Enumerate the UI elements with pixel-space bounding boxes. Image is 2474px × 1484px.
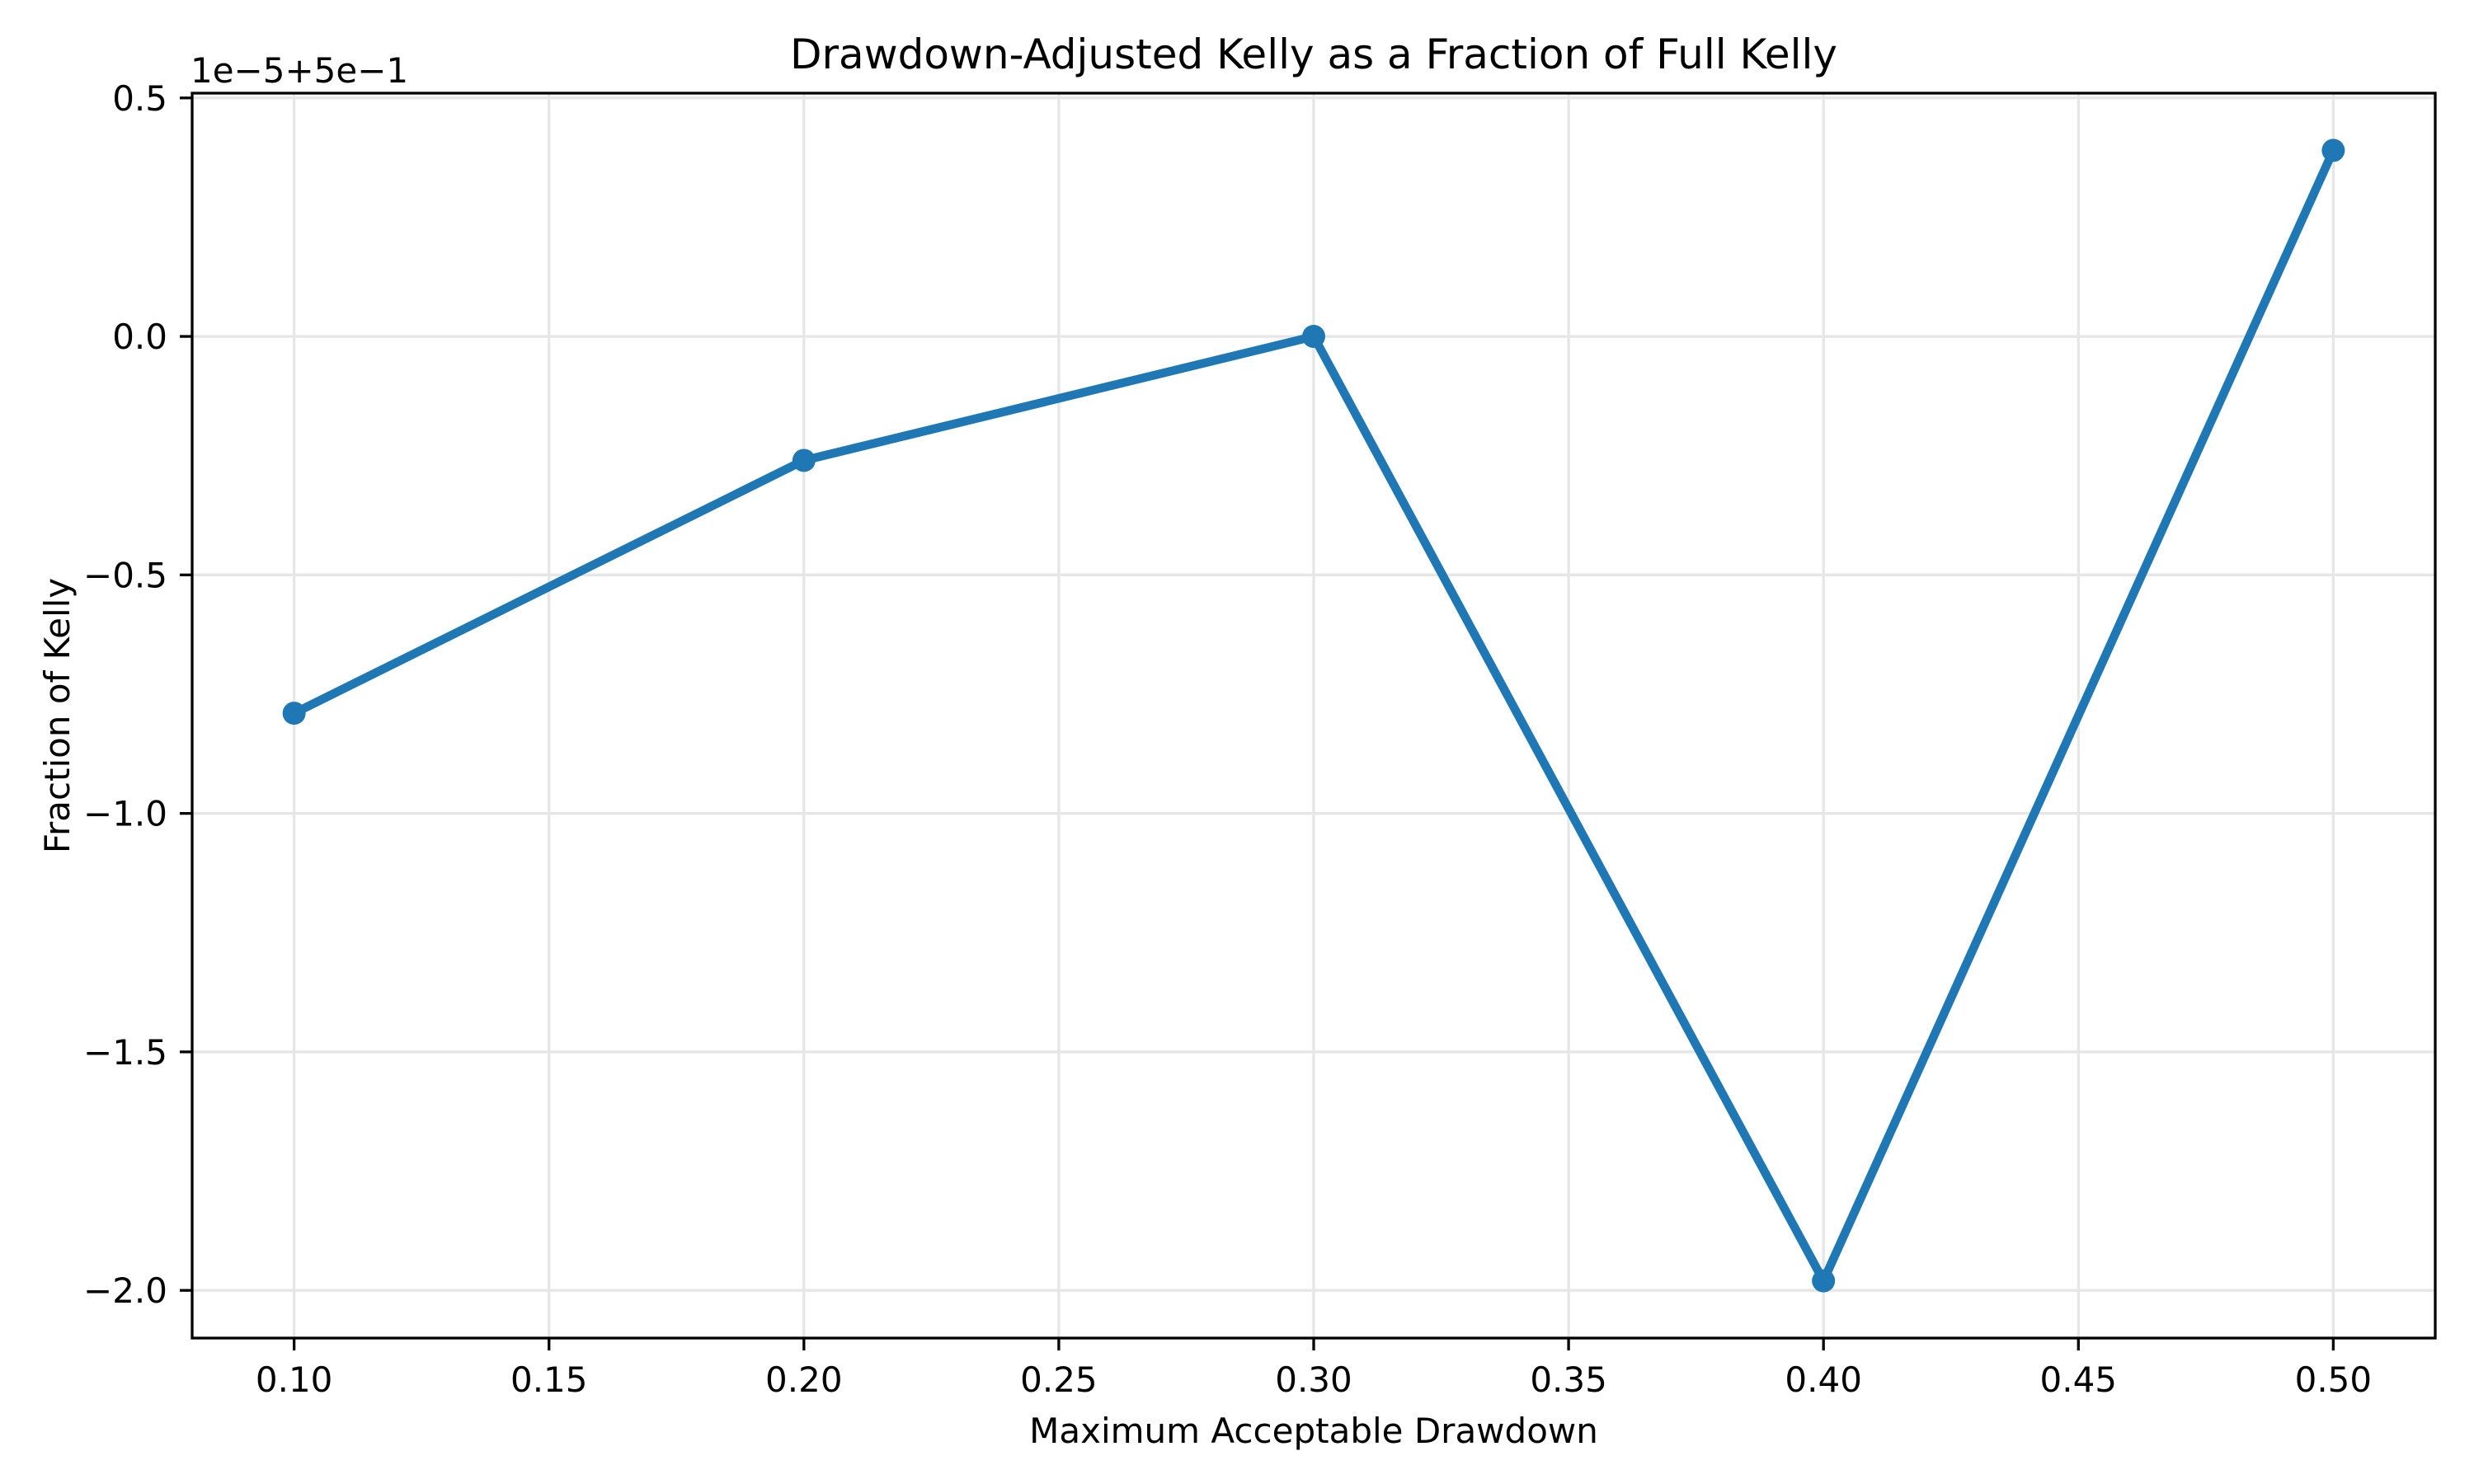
- data-point-marker: [282, 702, 306, 726]
- y-tick-label: −0.5: [83, 555, 167, 595]
- x-tick-label: 0.10: [256, 1360, 333, 1400]
- data-point-marker: [1302, 325, 1325, 349]
- data-layer: [282, 139, 2345, 1293]
- x-tick-label: 0.20: [765, 1360, 843, 1400]
- x-tick-label: 0.40: [1785, 1360, 1862, 1400]
- grid-layer: [192, 93, 2435, 1338]
- x-tick-label: 0.35: [1530, 1360, 1607, 1400]
- axes-layer: 0.10 0.15 0.20 0.25 0.30 0.35 0.40 0.45 0.50 0.5 0…: [83, 78, 2437, 1400]
- chart-title: Drawdown-Adjusted Kelly as a Fraction of…: [790, 31, 1837, 78]
- y-axis-offset-text: 1e−5+5e−1: [190, 50, 408, 91]
- y-tick-label: 0.0: [112, 317, 167, 357]
- x-tick-label: 0.25: [1020, 1360, 1098, 1400]
- x-tick-label: 0.45: [2040, 1360, 2118, 1400]
- data-point-marker: [2321, 139, 2345, 162]
- data-point-marker: [1812, 1269, 1836, 1293]
- y-axis-label: Fraction of Kelly: [37, 578, 78, 853]
- x-axis-label: Maximum Acceptable Drawdown: [1029, 1411, 1598, 1451]
- y-tick-label: 0.5: [112, 78, 167, 119]
- y-tick-label: −1.5: [83, 1032, 167, 1073]
- x-tick-label: 0.15: [510, 1360, 588, 1400]
- x-tick-label: 0.30: [1275, 1360, 1352, 1400]
- y-tick-label: −2.0: [83, 1270, 167, 1311]
- data-point-marker: [792, 448, 816, 472]
- x-tick-label: 0.50: [2295, 1360, 2373, 1400]
- y-tick-label: −1.0: [83, 794, 167, 834]
